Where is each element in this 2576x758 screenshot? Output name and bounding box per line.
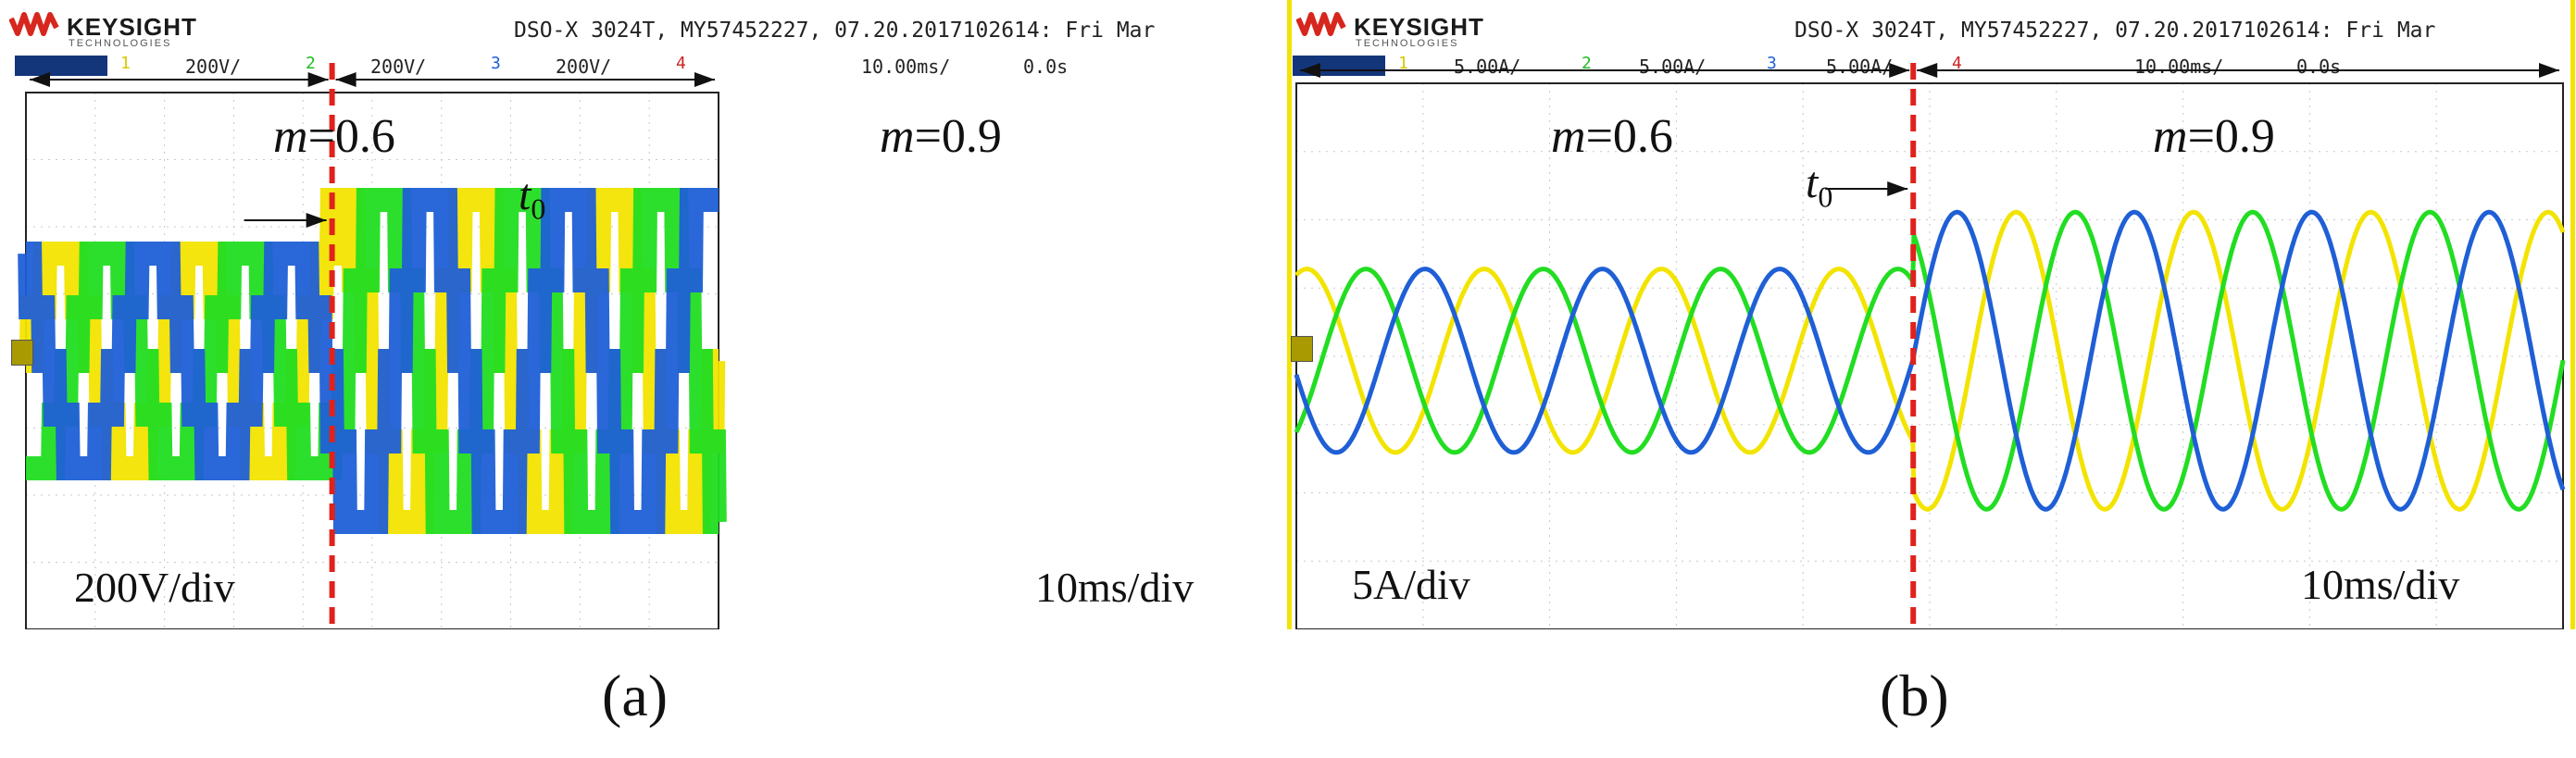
series-line-phase-c xyxy=(18,188,719,534)
m-left-label: m=0.6 xyxy=(1551,109,1673,164)
ground-marker-icon xyxy=(1291,336,1313,362)
channel-bar: 1 200V/ 2 200V/ 3 200V/ 4 10.00ms/ 0.0s xyxy=(0,54,1287,80)
series-line-phase-a xyxy=(19,188,726,534)
panel-label-a: (a) xyxy=(602,663,669,728)
arrow-head xyxy=(2539,63,2559,78)
arrow-head xyxy=(30,72,50,87)
ch1-scale: 200V/ xyxy=(185,56,242,78)
ch3-number: 3 xyxy=(1767,54,1777,73)
m-left-label: m=0.6 xyxy=(273,109,395,164)
scope-info: DSO-X 3024T, MY57452227, 07.20.201710261… xyxy=(514,19,1156,43)
ch2-scale: 200V/ xyxy=(370,56,427,78)
arrow-head xyxy=(1917,63,1938,78)
ground-marker-icon xyxy=(11,340,33,366)
scope-header: KEYSIGHT TECHNOLOGIES DSO-X 3024T, MY574… xyxy=(1287,0,2576,52)
m-symbol: m xyxy=(2153,110,2188,163)
t0-symbol: t xyxy=(519,170,531,219)
y-scale-label: 200V/div xyxy=(74,564,235,611)
ch2-number: 2 xyxy=(306,54,316,73)
t0-label: t0 xyxy=(1806,157,1832,215)
m-right-label: m=0.9 xyxy=(2153,109,2275,164)
m-symbol: m xyxy=(273,110,308,163)
m-symbol: m xyxy=(1551,110,1586,163)
scope-info: DSO-X 3024T, MY57452227, 07.20.201710261… xyxy=(1794,19,2436,43)
panel-b: KEYSIGHT TECHNOLOGIES DSO-X 3024T, MY574… xyxy=(1287,0,2576,728)
scope-header: KEYSIGHT TECHNOLOGIES DSO-X 3024T, MY574… xyxy=(0,0,1287,52)
series-line-phase-a xyxy=(1294,209,2566,512)
keysight-wave-icon xyxy=(1295,12,1346,36)
ch2-number: 2 xyxy=(1582,54,1592,73)
m-symbol: m xyxy=(880,110,915,163)
timebase: 10.00ms/ xyxy=(2134,56,2224,78)
arrow-head xyxy=(1300,63,1320,78)
brand-sub: TECHNOLOGIES xyxy=(69,38,172,49)
m-right-value: =0.9 xyxy=(914,110,1002,163)
m-right-label: m=0.9 xyxy=(880,109,1002,164)
waveform-plot-b xyxy=(1294,63,2566,629)
arrow-head xyxy=(307,72,329,87)
ch4-number: 4 xyxy=(676,54,686,73)
delay: 0.0s xyxy=(1023,56,1069,78)
arrow-head xyxy=(694,72,715,87)
t0-symbol: t xyxy=(1806,158,1819,207)
ch4-number: 4 xyxy=(1952,54,1962,73)
arrow-head xyxy=(1887,181,1908,196)
ch3-number: 3 xyxy=(491,54,501,73)
m-left-value: =0.6 xyxy=(1585,110,1673,163)
series-line-phase-b xyxy=(1294,209,2566,512)
m-left-value: =0.6 xyxy=(307,110,395,163)
left-edge-strip xyxy=(1287,0,1292,629)
arrow-head xyxy=(335,72,356,87)
ch3-scale: 5.00A/ xyxy=(1826,56,1894,78)
ch1-number: 1 xyxy=(120,54,131,73)
x-scale-label: 10ms/div xyxy=(1035,564,1194,611)
brand-name: KEYSIGHT xyxy=(67,13,197,41)
panel-label-b: (b) xyxy=(1880,663,1949,728)
run-indicator xyxy=(15,56,107,76)
keysight-logo: KEYSIGHT TECHNOLOGIES xyxy=(8,9,259,49)
timebase: 10.00ms/ xyxy=(861,56,951,78)
brand-sub: TECHNOLOGIES xyxy=(1356,38,1459,49)
t0-label: t0 xyxy=(519,169,545,227)
x-scale-label: 10ms/div xyxy=(2301,561,2460,608)
right-edge-strip xyxy=(2570,0,2575,629)
y-scale-label: 5A/div xyxy=(1352,561,1470,608)
series-line-phase-b xyxy=(26,188,727,534)
panel-a: KEYSIGHT TECHNOLOGIES DSO-X 3024T, MY574… xyxy=(0,0,1287,728)
arrow-head xyxy=(1889,63,1910,78)
m-right-value: =0.9 xyxy=(2187,110,2275,163)
keysight-logo: KEYSIGHT TECHNOLOGIES xyxy=(1295,9,1546,49)
ch1-scale: 5.00A/ xyxy=(1454,56,1521,78)
delay: 0.0s xyxy=(2296,56,2342,78)
series-line-phase-c xyxy=(1294,209,2566,512)
arrow-head xyxy=(306,213,327,228)
waveform-plot-a xyxy=(18,63,727,629)
t0-subscript: 0 xyxy=(1818,180,1833,214)
t0-subscript: 0 xyxy=(531,192,546,226)
ch3-scale: 200V/ xyxy=(556,56,612,78)
ch2-scale: 5.00A/ xyxy=(1639,56,1707,78)
keysight-wave-icon xyxy=(8,12,59,36)
ch1-number: 1 xyxy=(1398,54,1408,73)
brand-name: KEYSIGHT xyxy=(1354,13,1484,41)
